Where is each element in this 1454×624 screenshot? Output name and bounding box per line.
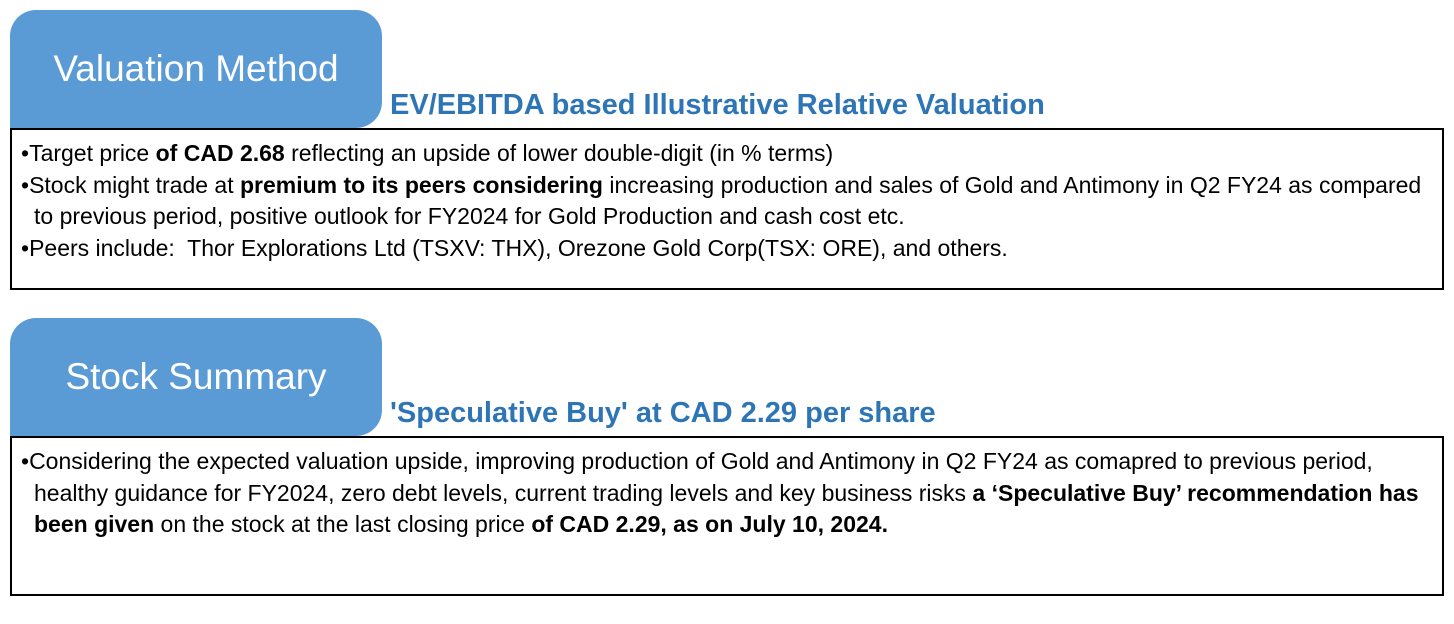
valuation-header: Valuation Method EV/EBITDA based Illustr… bbox=[10, 10, 1444, 128]
bullet-item: Target price of CAD 2.68 reflecting an u… bbox=[21, 138, 1428, 170]
bullet-text-bold: of CAD 2.29, as on July 10, 2024. bbox=[531, 511, 888, 538]
bullet-text: on the stock at the last closing price bbox=[154, 511, 532, 538]
bullet-item: Considering the expected valuation upsid… bbox=[21, 446, 1428, 541]
bullet-text: increasing production and sales of Gold … bbox=[34, 171, 1428, 230]
bullet-text: reflecting an upside of lower double-dig… bbox=[284, 140, 834, 166]
stock-summary-tab: Stock Summary bbox=[10, 318, 382, 436]
stock-summary-subtitle: 'Speculative Buy' at CAD 2.29 per share bbox=[390, 397, 936, 429]
valuation-tab: Valuation Method bbox=[10, 10, 382, 128]
bullet-text-bold: a ‘Speculative Buy’ recommendation has b… bbox=[34, 479, 1425, 538]
valuation-bullet-list: Target price of CAD 2.68 reflecting an u… bbox=[21, 138, 1428, 265]
stock-summary-content-box: Considering the expected valuation upsid… bbox=[10, 436, 1444, 596]
valuation-tab-label: Valuation Method bbox=[53, 48, 339, 89]
bullet-text-bold: of CAD 2.68 bbox=[155, 140, 285, 166]
stock-summary-tab-label: Stock Summary bbox=[65, 356, 327, 397]
bullet-text: Stock might trade at bbox=[29, 171, 240, 198]
bullet-text-bold: premium to its peers considering bbox=[240, 171, 603, 198]
bullet-item: Peers include: Thor Explorations Ltd (TS… bbox=[21, 233, 1428, 265]
bullet-text: Considering the expected valuation upsid… bbox=[29, 448, 1380, 506]
bullet-text: Peers include: Thor Explorations Ltd (TS… bbox=[29, 235, 1008, 262]
valuation-content-box: Target price of CAD 2.68 reflecting an u… bbox=[10, 128, 1444, 290]
stock-summary-section: Stock Summary 'Speculative Buy' at CAD 2… bbox=[10, 318, 1444, 596]
stock-summary-bullet-list: Considering the expected valuation upsid… bbox=[21, 446, 1428, 541]
valuation-section: Valuation Method EV/EBITDA based Illustr… bbox=[10, 10, 1444, 290]
stock-summary-header: Stock Summary 'Speculative Buy' at CAD 2… bbox=[10, 318, 1444, 436]
bullet-text: Target price bbox=[29, 140, 156, 166]
bullet-item: Stock might trade at premium to its peer… bbox=[21, 170, 1428, 233]
valuation-subtitle: EV/EBITDA based Illustrative Relative Va… bbox=[390, 89, 1045, 121]
